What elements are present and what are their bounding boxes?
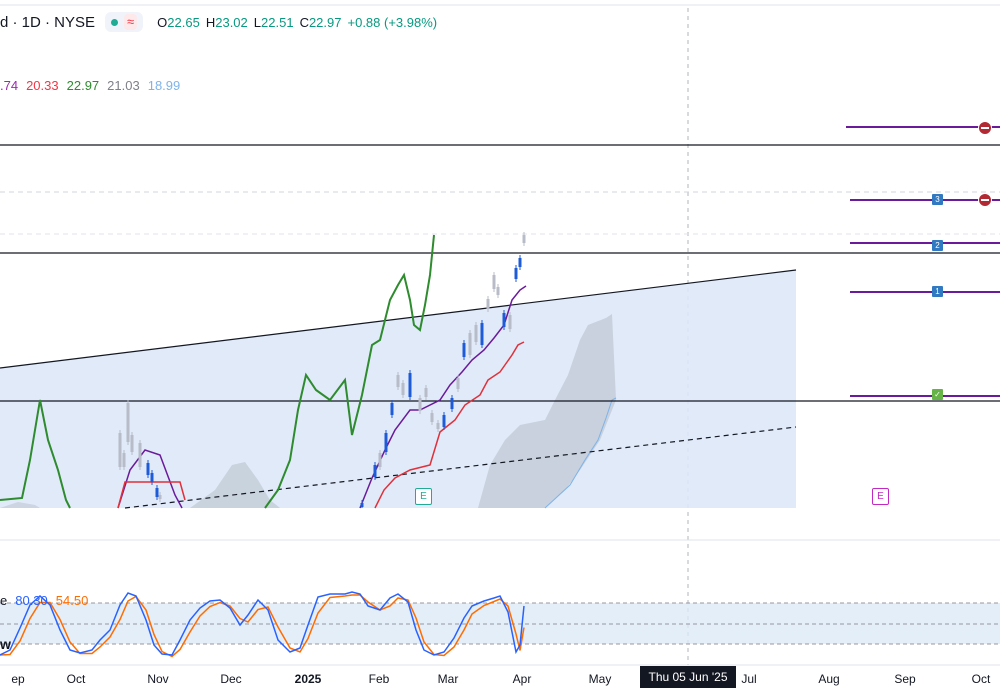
candle-body	[436, 423, 440, 429]
candle-body	[418, 398, 422, 411]
candle-body	[442, 415, 446, 427]
x-tick-label: Sep	[894, 672, 916, 686]
candle-body	[408, 373, 412, 397]
conversion-line-left	[117, 449, 183, 509]
candle-body	[118, 433, 122, 467]
ichimoku-cloud-2	[190, 462, 280, 508]
candle-body	[126, 403, 130, 442]
open-label: O	[157, 14, 168, 30]
stochastic-k-line	[0, 591, 525, 656]
order-tag-1[interactable]: 1	[932, 286, 943, 297]
candle-body	[522, 235, 526, 243]
base-line	[374, 341, 525, 509]
x-tick-label: Jul	[741, 672, 757, 686]
candle-body	[430, 413, 434, 422]
candle-body	[150, 473, 154, 482]
indicator-value-0: .74	[0, 78, 19, 93]
indicator-value-3: 21.03	[107, 78, 140, 93]
indicator-value-4: 18.99	[147, 78, 181, 93]
x-tick-label: 2025	[294, 672, 322, 686]
market-open-dot-icon	[111, 18, 119, 26]
candle-body	[373, 465, 377, 477]
market-status-pill[interactable]: ≈	[105, 12, 144, 32]
x-tick-label: Nov	[147, 672, 169, 686]
candle-body	[474, 325, 478, 342]
lagging-span-left	[0, 399, 71, 509]
remove-order-icon[interactable]	[978, 121, 992, 135]
remove-order-icon-2[interactable]	[978, 193, 992, 207]
candle-body	[468, 333, 472, 355]
candle-body	[456, 378, 460, 389]
candle-body	[424, 388, 428, 397]
candle-body	[122, 453, 126, 467]
candle-body	[502, 313, 506, 327]
stochastic-name[interactable]: e	[0, 593, 8, 608]
candle-body	[450, 398, 454, 409]
candle-body	[155, 488, 159, 497]
candle-body	[360, 503, 364, 507]
lagging-span-line	[264, 234, 435, 509]
order-tag-3[interactable]: 3	[932, 194, 943, 205]
x-tick-label: May	[588, 672, 612, 686]
time-axis[interactable]: ep Oct Nov Dec 2025 Feb Mar Apr May Jul Aug Sep Oct	[0, 668, 1000, 692]
candle-body	[518, 258, 522, 267]
high-label: H	[205, 14, 216, 30]
order-tag-check[interactable]: ✓	[932, 389, 943, 400]
crosshair-date-label: Thu 05 Jun '25	[640, 666, 736, 688]
low-value: 22.51	[261, 14, 294, 30]
candle-body	[384, 433, 388, 452]
ichimoku-cloud	[478, 314, 616, 508]
trend-line-upper	[0, 269, 797, 369]
symbol-title[interactable]: d · 1D · NYSE	[0, 13, 96, 31]
chart-header: d · 1D · NYSE ≈ O22.65 H23.02 L22.51 C22…	[0, 10, 437, 34]
indicator-values: .74 20.33 22.97 21.03 18.99	[0, 78, 180, 93]
x-tick-label: Aug	[818, 672, 840, 686]
high-value: 23.02	[215, 14, 248, 30]
x-tick-label: Oct	[66, 672, 86, 686]
low-label: L	[253, 14, 262, 30]
x-tick-label: Oct	[971, 672, 991, 686]
stochastic-bottom-label: w	[0, 636, 11, 652]
candle-body	[492, 275, 496, 289]
candle-body	[378, 453, 382, 467]
stochastic-legend: e 80.30 54.50	[0, 593, 88, 608]
conversion-line	[359, 285, 527, 509]
candle-body	[480, 323, 484, 345]
x-tick-label: Apr	[512, 672, 532, 686]
indicator-value-1: 20.33	[26, 78, 59, 93]
candle-body	[396, 375, 400, 387]
stochastic-d-line	[0, 594, 525, 658]
candle-body	[514, 268, 518, 279]
candle-body	[508, 315, 512, 329]
candle-body	[390, 403, 394, 415]
candle-body	[130, 435, 134, 452]
candle-body	[401, 383, 405, 395]
x-tick-label: Feb	[368, 672, 390, 686]
cloud-edge-blue	[544, 397, 617, 509]
candle-body	[158, 495, 162, 499]
earnings-marker-future[interactable]: E	[872, 488, 889, 505]
ohlc-readout: O22.65 H23.02 L22.51 C22.97 +0.88 (+3.98…	[157, 15, 437, 30]
x-tick-label: Dec	[220, 672, 242, 686]
x-tick-label: Mar	[437, 672, 459, 686]
candle-body	[486, 299, 490, 309]
change-value: +0.88 (+3.98%)	[347, 14, 438, 30]
indicator-value-2: 22.97	[66, 78, 100, 93]
stochastic-k-value: 80.30	[15, 593, 48, 608]
order-tag-2[interactable]: 2	[932, 240, 943, 251]
trend-line-lower	[124, 426, 797, 509]
candle-body	[496, 287, 500, 295]
candle-body	[462, 343, 466, 357]
candle-body	[138, 443, 142, 467]
close-value: 22.97	[308, 14, 342, 30]
approx-wave-icon: ≈	[124, 14, 138, 30]
ichimoku-cloud-3	[0, 502, 40, 508]
candle-body	[146, 463, 150, 475]
earnings-marker-past[interactable]: E	[415, 488, 432, 505]
x-tick-label: ep	[11, 672, 25, 686]
close-label: C	[299, 14, 309, 30]
stochastic-d-value: 54.50	[55, 593, 89, 608]
open-value: 22.65	[167, 14, 200, 30]
